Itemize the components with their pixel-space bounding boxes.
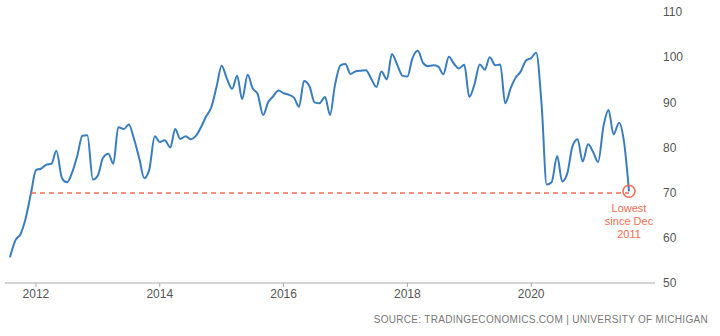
svg-text:80: 80 bbox=[663, 141, 677, 155]
svg-text:70: 70 bbox=[663, 186, 677, 200]
svg-text:2012: 2012 bbox=[23, 287, 50, 301]
svg-text:2018: 2018 bbox=[394, 287, 421, 301]
svg-text:2014: 2014 bbox=[146, 287, 173, 301]
svg-text:2016: 2016 bbox=[270, 287, 297, 301]
svg-text:50: 50 bbox=[663, 276, 677, 290]
svg-text:60: 60 bbox=[663, 231, 677, 245]
svg-text:100: 100 bbox=[663, 50, 683, 64]
svg-text:Lowestsince Dec2011: Lowestsince Dec2011 bbox=[605, 202, 654, 240]
svg-text:90: 90 bbox=[663, 96, 677, 110]
svg-text:110: 110 bbox=[663, 5, 682, 19]
html-text:SOURCE: TRADINGECONOMICS.COM |: SOURCE: TRADINGECONOMICS.COM | UNIVERSIT… bbox=[373, 314, 708, 325]
svg-text:2020: 2020 bbox=[518, 287, 545, 301]
